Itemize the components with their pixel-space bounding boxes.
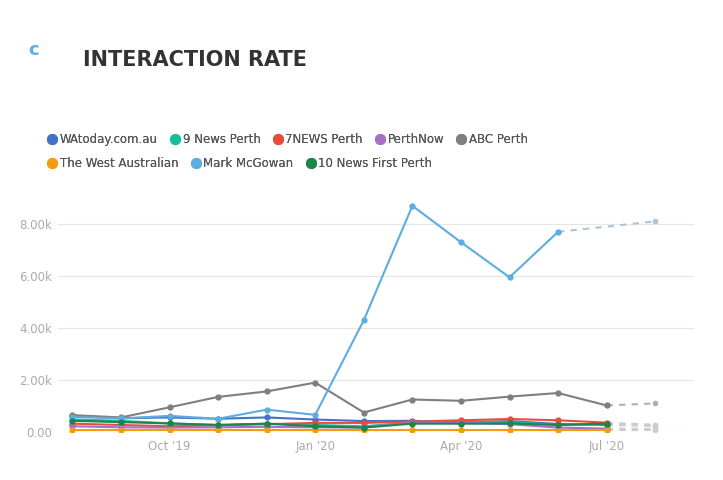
Text: t: t [51, 41, 60, 60]
Text: INTERACTION RATE: INTERACTION RATE [83, 50, 307, 71]
Text: c: c [29, 41, 39, 60]
Legend: WAtoday.com.au, 9 News Perth, 7NEWS Perth, PerthNow, ABC Perth: WAtoday.com.au, 9 News Perth, 7NEWS Pert… [49, 133, 528, 146]
Legend: The West Australian, Mark McGowan, 10 News First Perth: The West Australian, Mark McGowan, 10 Ne… [49, 157, 432, 170]
